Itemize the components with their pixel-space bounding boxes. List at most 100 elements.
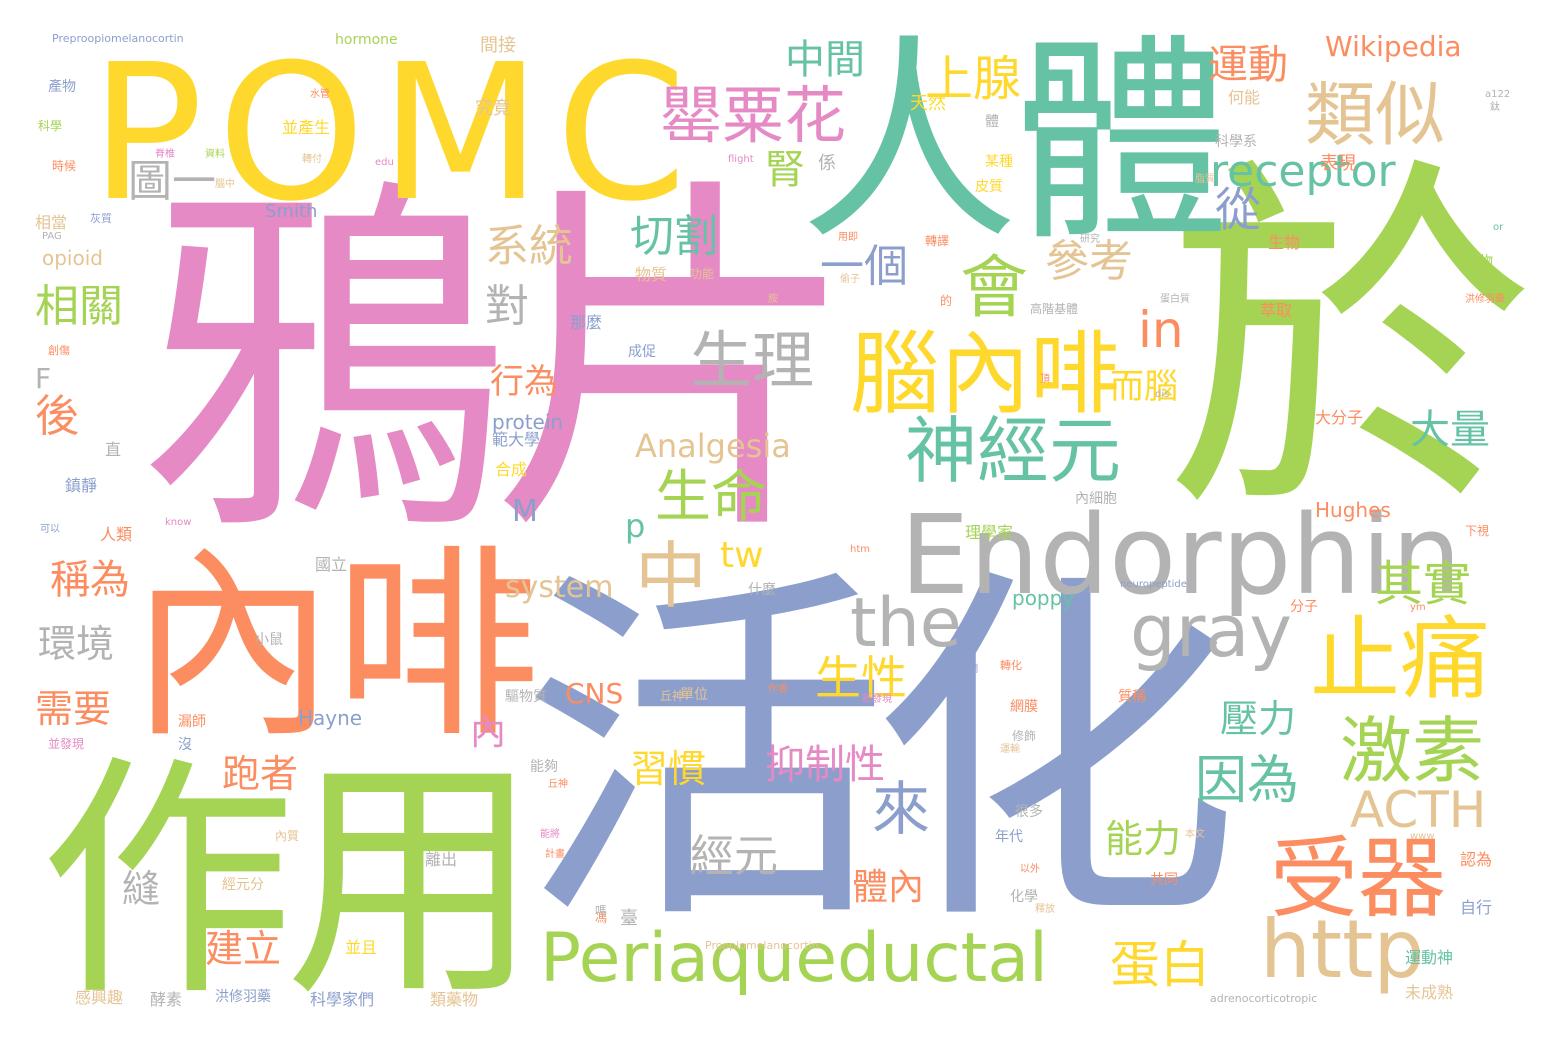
word-73: 縫 [122, 867, 161, 911]
word-80: 表現 [1320, 153, 1356, 174]
word-19: 神經元 [905, 409, 1122, 493]
word-130: 網膜 [1010, 699, 1038, 715]
word-39: 因為 [1195, 751, 1300, 811]
word-50: 需要 [35, 687, 112, 731]
word-129: 修飾 [1012, 729, 1037, 743]
word-173: 頂 [1040, 374, 1050, 385]
word-27: 系統 [485, 221, 573, 272]
word-163: 嗎 [595, 904, 608, 918]
word-177: 運輸 [1000, 744, 1020, 755]
word-89: 大分子 [1315, 408, 1364, 427]
word-79: 何能 [1228, 88, 1261, 107]
word-22: 中 [635, 534, 708, 618]
word-70: p [625, 507, 646, 545]
word-31: 腎 [765, 147, 805, 193]
word-47: 抑制性 [765, 742, 885, 788]
word-106: 沒 [178, 737, 192, 753]
word-48: ACTH [1350, 781, 1487, 839]
word-74: 內 [470, 712, 507, 753]
word-182: 單位 [680, 687, 708, 703]
word-128: 質稱 [1118, 689, 1146, 705]
word-24: receptor [1210, 146, 1396, 197]
word-142: 相當 [35, 213, 68, 232]
word-90: 分子 [1290, 599, 1318, 615]
word-64: protein [492, 410, 564, 434]
word-15: 激素 [1340, 709, 1485, 793]
word-141: 時候 [52, 159, 77, 173]
word-136: 馮 [595, 911, 608, 925]
word-120: 未成熟 [1405, 983, 1454, 1002]
word-12: Periaqueductal [540, 919, 1048, 998]
word-167: 轉付 [302, 154, 322, 165]
word-35: Wikipedia [1325, 30, 1462, 63]
word-126: adrenocorticotropic [1210, 992, 1318, 1005]
word-172: 脂質 [1195, 174, 1215, 185]
word-59: 而腦 [1110, 367, 1178, 407]
word-14: http [1260, 903, 1425, 996]
word-152: flight [728, 154, 754, 165]
word-86: 生物 [1268, 233, 1301, 252]
word-157: or [1493, 222, 1504, 233]
word-88: 萃取 [1260, 301, 1293, 320]
word-153: htm [850, 544, 870, 555]
word-30: 圖一 [128, 156, 216, 207]
word-96: 功能 [690, 267, 715, 281]
word-110: 很多 [1015, 804, 1043, 820]
word-164: 的 [940, 294, 953, 308]
word-102: 人類 [100, 525, 133, 544]
word-139: 產物 [48, 79, 76, 95]
word-125: Proopiomelanocortin [705, 939, 819, 952]
word-78: Preproopiomelanocortin [52, 32, 184, 45]
word-155: ym [1410, 602, 1426, 613]
word-56: 能力 [1105, 817, 1182, 861]
word-149: a122 [1485, 89, 1511, 100]
word-1: 鴉片 [140, 150, 860, 580]
word-83: 天然 [910, 93, 946, 114]
word-72: F [35, 362, 52, 395]
word-100: 國立 [315, 555, 348, 574]
word-112: 離出 [425, 850, 458, 869]
word-49: 跑者 [222, 752, 299, 796]
word-7: POMC [90, 24, 701, 243]
word-144: PAG [42, 231, 62, 242]
word-53: 環境 [38, 622, 115, 666]
word-87: 植物 [1465, 254, 1493, 270]
word-117: 科學家們 [310, 990, 375, 1009]
word-135: 臺 [620, 908, 638, 929]
word-178: 作者 [768, 684, 788, 695]
word-119: 感興趣 [75, 988, 124, 1007]
word-131: 驅物質 [505, 689, 547, 705]
word-41: 其實 [1375, 556, 1472, 612]
word-181: 計畫 [545, 849, 565, 860]
word-103: 鎮靜 [65, 476, 98, 495]
word-25: 中間 [785, 37, 865, 83]
word-23: 上腺 [925, 51, 1022, 107]
word-17: 類似 [1305, 74, 1445, 156]
word-45: 壓力 [1220, 697, 1297, 741]
word-99: 理學家 [965, 523, 1014, 542]
word-97: 轉譯 [925, 234, 950, 248]
word-52: 稱為 [50, 557, 130, 603]
word-2: 於 [1165, 130, 1535, 560]
word-93: 合成 [495, 460, 528, 479]
word-180: 能將 [540, 829, 560, 840]
word-113: 經元分 [222, 877, 264, 893]
word-8: Endorphin [900, 491, 1462, 619]
word-66: Hughes [1315, 498, 1391, 522]
word-104: 直 [105, 440, 122, 459]
word-168: 腦中 [215, 179, 235, 190]
word-3: 活化 [520, 540, 1240, 970]
word-174: 胺 [768, 294, 778, 305]
word-62: system [505, 570, 614, 605]
word-138: 並發現 [48, 737, 85, 751]
word-91: 那麼 [570, 313, 603, 332]
word-61: tw [720, 535, 764, 576]
word-145: 創傷 [48, 344, 70, 357]
word-133: 體 [985, 114, 999, 130]
word-32: 從 [1208, 185, 1262, 231]
word-67: Smith [265, 201, 318, 222]
word-115: 並且 [345, 938, 378, 957]
word-154: know [165, 517, 192, 528]
word-68: Hayne [298, 706, 363, 730]
